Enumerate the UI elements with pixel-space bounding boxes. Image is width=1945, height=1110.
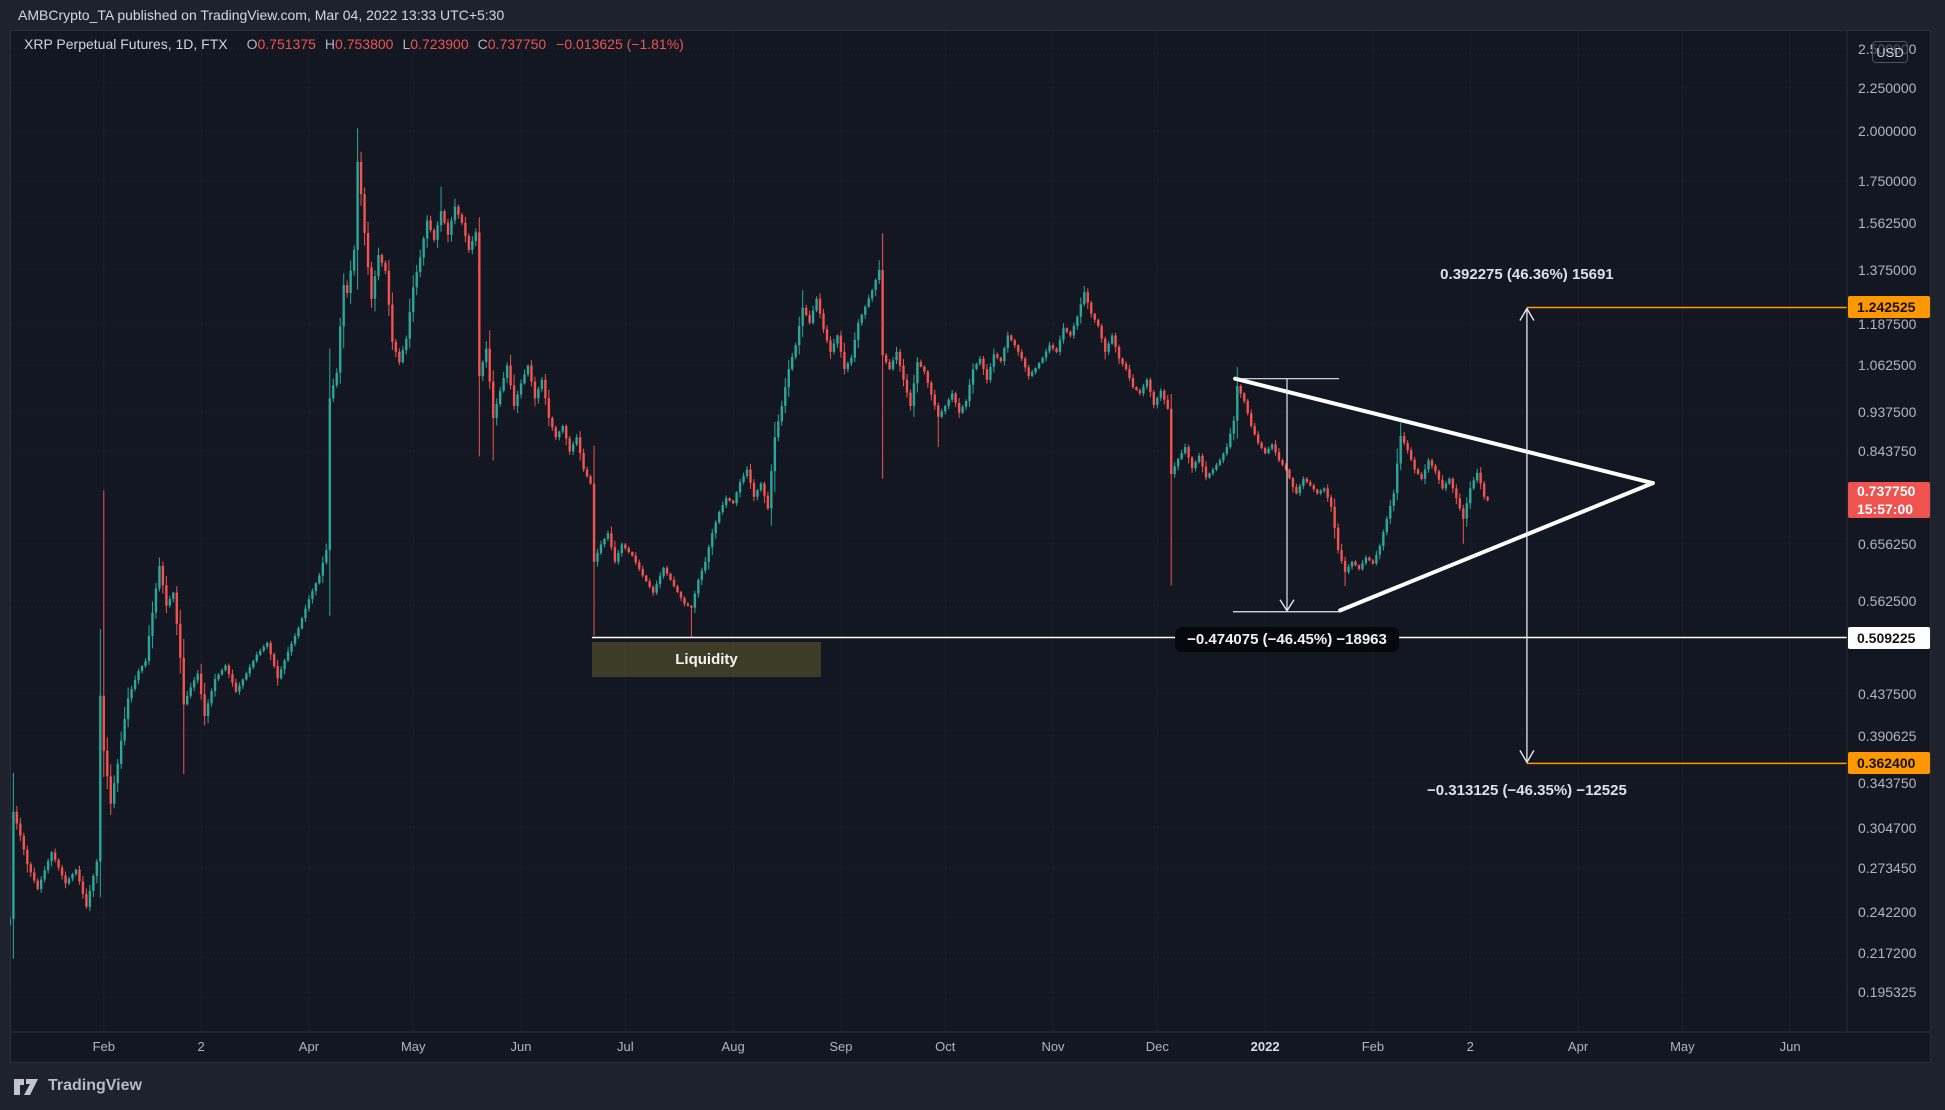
- footer: TradingView: [14, 1072, 142, 1100]
- time-tick-Apr: Apr: [1567, 1039, 1589, 1054]
- ohlc-letter: H: [324, 36, 336, 52]
- symbol-title[interactable]: XRP Perpetual Futures, 1D, FTX: [24, 36, 228, 52]
- time-tick-May: May: [1670, 1039, 1695, 1054]
- price-label-0.509225: 0.509225: [1848, 626, 1930, 649]
- price-label-0.362400: 0.362400: [1848, 752, 1930, 775]
- time-tick-Aug: Aug: [721, 1039, 745, 1054]
- price-tick: 0.843750: [1858, 442, 1917, 459]
- ohlc-value: 0.737750: [487, 36, 547, 52]
- time-tick-Nov: Nov: [1041, 1039, 1065, 1054]
- chart-legend: XRP Perpetual Futures, 1D, FTX O0.751375 H…: [24, 36, 684, 52]
- time-tick-Oct: Oct: [935, 1039, 956, 1054]
- liquidity-zone[interactable]: Liquidity: [591, 642, 822, 678]
- time-tick-2: 2: [1466, 1039, 1474, 1054]
- time-tick-2: 2: [197, 1039, 205, 1054]
- time-tick-2022: 2022: [1250, 1039, 1280, 1054]
- price-tick: 0.195325: [1858, 984, 1917, 1001]
- ohlc-value: 0.753800: [335, 36, 394, 52]
- price-tick: 0.217200: [1858, 944, 1917, 961]
- price-tick: 0.937500: [1858, 403, 1917, 420]
- price-tick: 2.000000: [1858, 123, 1917, 140]
- price-tick: 0.343750: [1858, 774, 1917, 791]
- ohlc-values: O0.751375 H0.753800 L0.723900 C0.737750 −0.0…: [238, 36, 684, 52]
- price-tick: 1.562500: [1858, 214, 1917, 231]
- publish-header: AMBCrypto_TA published on TradingView.co…: [0, 0, 1945, 30]
- ohlc-value: 0.751375: [257, 36, 316, 52]
- change-value: −0.013625 (−1.81%): [556, 36, 684, 52]
- ohlc-letter: O: [246, 36, 258, 52]
- time-tick-Sep: Sep: [829, 1039, 853, 1054]
- time-tick-Jun: Jun: [1779, 1039, 1801, 1054]
- price-tick: 0.656250: [1858, 535, 1917, 552]
- ohlc-value: 0.723900: [410, 36, 469, 52]
- measure-label: −0.474075 (−46.45%) −18963: [1175, 626, 1399, 652]
- price-tick: 1.375000: [1858, 262, 1917, 278]
- time-tick-Jul: Jul: [617, 1039, 634, 1054]
- time-tick-Feb: Feb: [1361, 1039, 1385, 1054]
- tradingview-brand-text[interactable]: TradingView: [48, 1077, 142, 1094]
- ohlc-letter: L: [402, 36, 411, 52]
- price-tick: 0.390625: [1858, 727, 1917, 744]
- time-tick-Jun: Jun: [510, 1039, 532, 1054]
- price-tick: 0.304700: [1858, 819, 1917, 836]
- chart-pane[interactable]: [10, 30, 1931, 1063]
- time-tick-Apr: Apr: [298, 1039, 320, 1054]
- price-tick: 0.562500: [1858, 592, 1917, 609]
- price-tick: 0.437500: [1858, 685, 1917, 702]
- time-tick-May: May: [400, 1039, 426, 1054]
- price-tick: 2.250000: [1858, 79, 1917, 96]
- price-tick: 1.062500: [1858, 357, 1917, 374]
- currency-button[interactable]: USD: [1872, 41, 1908, 63]
- price-tick: 1.187500: [1858, 316, 1917, 333]
- price-tick: 1.750000: [1858, 172, 1917, 189]
- tradingview-logo-icon[interactable]: [14, 1077, 40, 1095]
- projection-down-label: −0.313125 (−46.35%) −12525: [1427, 782, 1627, 800]
- publish-text: AMBCrypto_TA published on TradingView.co…: [18, 7, 505, 23]
- price-label-0.737750: 0.737750 15:57:00: [1848, 482, 1930, 519]
- price-label-1.242525: 1.242525: [1848, 296, 1930, 319]
- price-tick: 0.273450: [1858, 859, 1917, 876]
- time-tick-Feb: Feb: [92, 1039, 115, 1054]
- ohlc-letter: C: [477, 36, 488, 52]
- time-tick-Dec: Dec: [1145, 1039, 1169, 1054]
- price-tick: 0.242200: [1858, 904, 1917, 921]
- projection-up-label: 0.392275 (46.36%) 15691: [1440, 266, 1614, 284]
